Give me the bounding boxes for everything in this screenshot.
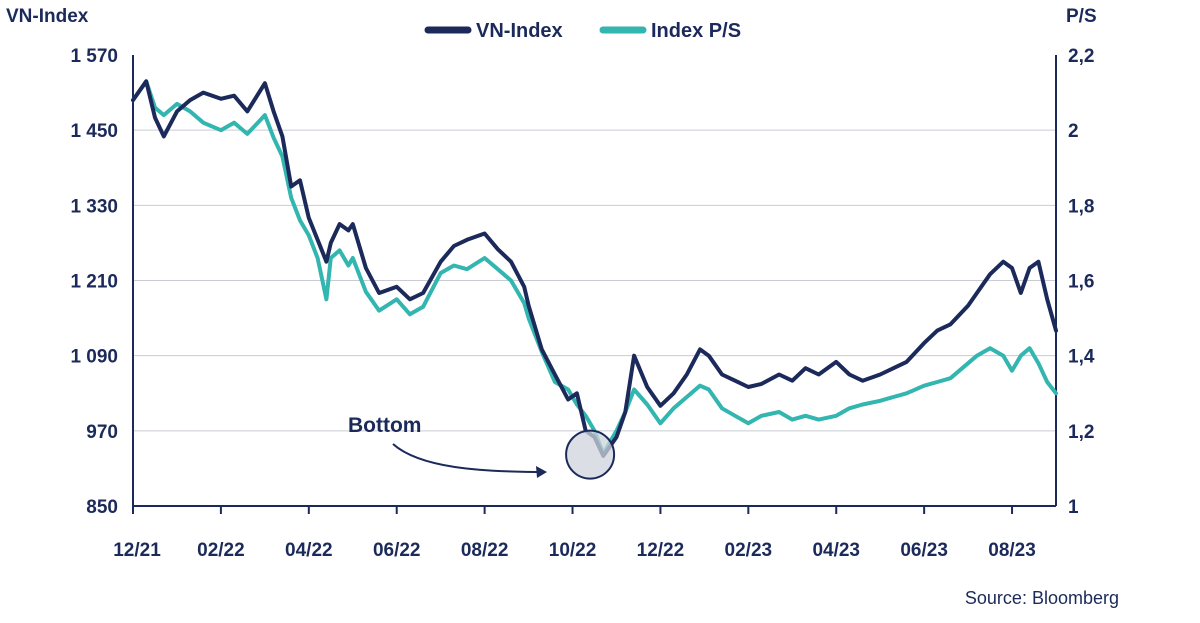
series-group <box>131 79 1058 458</box>
x-tick-label: 06/23 <box>900 540 948 561</box>
legend-label-index-ps: Index P/S <box>651 20 741 42</box>
bottom-label: Bottom <box>348 414 421 437</box>
right-tick-labels: 2,2 2 1,8 1,6 1,4 1,2 1 <box>1068 46 1095 518</box>
series-line-index-ps <box>131 79 1058 456</box>
y-left-tick-label: 970 <box>86 422 118 443</box>
y-right-tick-label: 1,8 <box>1068 196 1094 217</box>
legend-label-vn-index: VN-Index <box>476 20 563 42</box>
left-axis-title: VN-Index <box>6 6 89 27</box>
source-note: Source: Bloomberg <box>965 588 1119 608</box>
x-tick-label: 12/22 <box>637 540 685 561</box>
left-tick-labels: 1 570 1 450 1 330 1 210 1 090 970 850 <box>70 46 118 518</box>
x-tick-label: 02/23 <box>725 540 773 561</box>
series-line-vn-index <box>131 79 1058 458</box>
right-axis-title: P/S <box>1066 6 1097 27</box>
y-left-tick-label: 1 210 <box>70 272 118 293</box>
bottom-arrowhead <box>536 466 547 478</box>
x-tick-label: 08/23 <box>988 540 1036 561</box>
y-right-tick-label: 2 <box>1068 121 1079 142</box>
y-right-tick-label: 1,6 <box>1068 272 1094 293</box>
y-right-tick-label: 2,2 <box>1068 46 1094 67</box>
y-left-tick-label: 1 450 <box>70 121 118 142</box>
x-tick-label: 08/22 <box>461 540 509 561</box>
y-left-tick-label: 1 570 <box>70 46 118 67</box>
x-tick-label: 04/22 <box>285 540 333 561</box>
y-left-tick-label: 850 <box>86 497 118 518</box>
axes <box>132 55 1057 507</box>
x-tick-label: 02/22 <box>197 540 245 561</box>
x-tick-label: 06/22 <box>373 540 421 561</box>
gridlines <box>133 129 1056 432</box>
x-tick-label: 10/22 <box>549 540 597 561</box>
legend: VN-Index Index P/S <box>424 20 741 42</box>
y-left-tick-label: 1 330 <box>70 196 118 217</box>
x-tick-label: 12/21 <box>113 540 161 561</box>
x-tick-label: 04/23 <box>812 540 860 561</box>
y-right-tick-label: 1,4 <box>1068 347 1095 368</box>
bottom-marker-circle <box>565 429 616 480</box>
bottom-arrow <box>392 443 546 473</box>
y-right-tick-label: 1,2 <box>1068 422 1094 443</box>
bottom-annotation: Bottom <box>348 414 616 480</box>
y-right-tick-label: 1 <box>1068 497 1079 518</box>
x-tick-labels: 12/21 02/22 04/22 06/22 08/22 10/22 12/22 02/23… <box>113 506 1036 561</box>
y-left-tick-label: 1 090 <box>70 347 118 368</box>
